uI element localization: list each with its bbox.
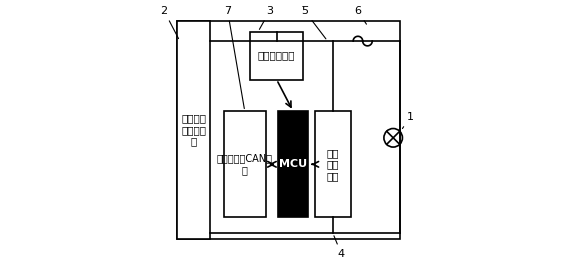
FancyBboxPatch shape bbox=[177, 21, 400, 238]
Text: 1: 1 bbox=[402, 112, 414, 129]
FancyBboxPatch shape bbox=[223, 111, 266, 217]
Text: 4: 4 bbox=[334, 236, 345, 259]
Text: 5̅: 5̅ bbox=[301, 6, 326, 39]
Text: MCU: MCU bbox=[279, 159, 307, 169]
Text: 信号机内部CAN总
线: 信号机内部CAN总 线 bbox=[217, 153, 273, 175]
FancyBboxPatch shape bbox=[177, 21, 211, 238]
FancyBboxPatch shape bbox=[250, 32, 303, 80]
FancyBboxPatch shape bbox=[315, 111, 351, 217]
Text: 电流检测电路: 电流检测电路 bbox=[258, 51, 295, 61]
Text: 3: 3 bbox=[260, 6, 273, 29]
Text: 2: 2 bbox=[160, 6, 178, 39]
FancyBboxPatch shape bbox=[278, 111, 308, 217]
Text: 信号机可
控线输出
端: 信号机可 控线输出 端 bbox=[181, 113, 206, 147]
Text: 电压
检测
电路: 电压 检测 电路 bbox=[327, 148, 339, 181]
Text: 7: 7 bbox=[224, 6, 244, 109]
Text: 6: 6 bbox=[354, 6, 366, 24]
